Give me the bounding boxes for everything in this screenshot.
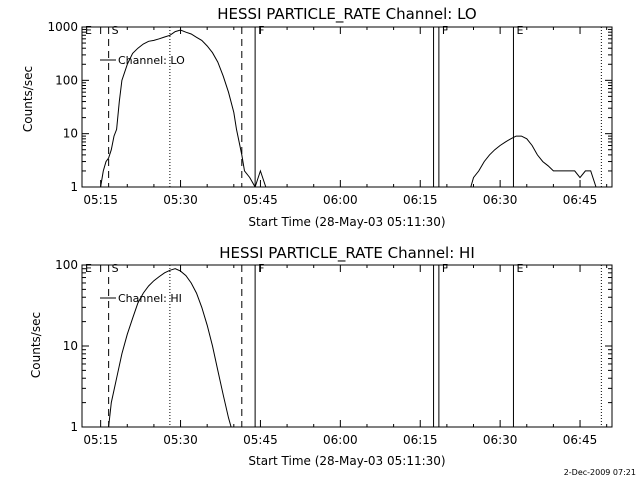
- series-group: [100, 29, 597, 187]
- data-series-line: [100, 29, 267, 187]
- x-axis-label: Start Time (28-May-03 05:11:30): [248, 454, 445, 468]
- y-axis-label: Counts/sec: [29, 312, 43, 378]
- series-group: [108, 268, 232, 427]
- x-tick-label: 05:45: [243, 433, 278, 447]
- event-marker-label: F: [258, 262, 264, 275]
- y-tick-label: 10: [63, 339, 78, 353]
- x-tick-label: 06:00: [323, 193, 358, 207]
- x-tick-label: 05:15: [83, 433, 118, 447]
- event-marker-label: F: [442, 262, 448, 275]
- x-tick-label: 06:15: [403, 433, 438, 447]
- panel-lo: HESSI PARTICLE_RATE Channel: LO Counts/s…: [21, 5, 613, 229]
- data-series-line: [108, 268, 232, 427]
- event-marker-label: S: [112, 24, 119, 37]
- x-tick-label: 06:15: [403, 193, 438, 207]
- panel-hi: HESSI PARTICLE_RATE Channel: HI Counts/s…: [29, 244, 613, 468]
- timestamp: 2-Dec-2009 07:21: [564, 468, 636, 477]
- event-marker-label: F: [442, 24, 448, 37]
- y-tick-label: 100: [55, 258, 78, 272]
- event-marker-label: E: [85, 24, 92, 37]
- event-marker-label: F: [258, 24, 264, 37]
- x-tick-label: 06:30: [483, 433, 518, 447]
- x-tick-label: 06:00: [323, 433, 358, 447]
- y-tick-label: 10: [63, 127, 78, 141]
- plot-frame: [81, 26, 613, 188]
- y-tick-label: 1: [70, 180, 78, 194]
- event-marker-label: E: [516, 24, 523, 37]
- x-tick-label: 06:30: [483, 193, 518, 207]
- x-axis-label: Start Time (28-May-03 05:11:30): [248, 215, 445, 229]
- x-tick-label: 05:30: [163, 193, 198, 207]
- legend-label: Channel: LO: [118, 54, 185, 67]
- event-marker-label: E: [516, 262, 523, 275]
- chart-title: HESSI PARTICLE_RATE Channel: HI: [219, 244, 475, 263]
- x-tick-label: 05:30: [163, 433, 198, 447]
- chart-title: HESSI PARTICLE_RATE Channel: LO: [217, 5, 476, 24]
- y-axis-label: Counts/sec: [21, 66, 35, 132]
- y-tick-label: 1000: [47, 20, 78, 34]
- y-tick-label: 100: [55, 73, 78, 87]
- plot-frame: [81, 264, 613, 428]
- x-tick-label: 05:45: [243, 193, 278, 207]
- x-tick-label: 05:15: [83, 193, 118, 207]
- y-tick-label: 1: [70, 420, 78, 434]
- legend-label: Channel: HI: [118, 292, 182, 305]
- data-series-line: [470, 135, 597, 187]
- event-marker-label: E: [85, 262, 92, 275]
- event-marker-label: S: [112, 262, 119, 275]
- x-tick-label: 06:45: [563, 193, 598, 207]
- x-tick-label: 06:45: [563, 433, 598, 447]
